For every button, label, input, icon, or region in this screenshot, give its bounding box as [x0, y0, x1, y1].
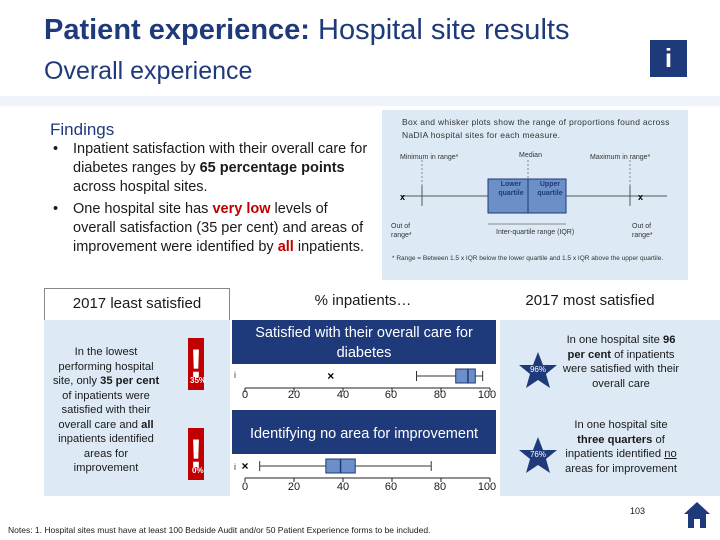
finding-item-1: • Inpatient satisfaction with their over… [53, 141, 368, 195]
bullet: • [53, 141, 59, 157]
iqr-box [455, 368, 476, 384]
page-number: 103 [630, 506, 646, 516]
tick-label: 80 [433, 389, 447, 401]
tick-label: 40 [336, 389, 350, 401]
warning-icon: ! [188, 428, 204, 480]
warning-pct-2: 0% [192, 466, 204, 475]
min-label: Minimum in range* [400, 154, 459, 161]
measure-header: % inpatients… [314, 292, 412, 309]
star-pct-1: 96% [529, 365, 546, 374]
star-pct-2: 76% [529, 450, 546, 459]
range-footnote: * Range = Between 1.5 x IQR below the lo… [392, 255, 664, 262]
svg-text:x: x [400, 192, 405, 202]
page-title: Patient experience: Hospital site result… [44, 14, 570, 46]
findings-heading: Findings [50, 120, 115, 139]
iqr-label: Inter-quartile range (IQR) [496, 229, 575, 236]
boxplot-satisfied-overall-care: × [244, 368, 491, 392]
median-label: Median [519, 152, 542, 159]
boxplot-no-improvement: × [241, 458, 491, 482]
tick-label: 20 [287, 481, 301, 493]
page-subtitle: Overall experience [44, 57, 253, 85]
outlier-marker: × [327, 369, 334, 383]
tick-label: 20 [287, 389, 301, 401]
tick-label: 0 [241, 481, 249, 493]
home-icon[interactable] [683, 500, 711, 530]
most-satisfied-header: 2017 most satisfied [525, 292, 655, 309]
measure-band-2 [232, 410, 496, 454]
star-icon: 76% [518, 435, 558, 475]
lower-quartile-label: Lower quartile [498, 181, 524, 197]
tick-label: 80 [433, 481, 447, 493]
most-satisfied-text-2: In one hospital site three quarters of i… [565, 419, 677, 475]
most-satisfied-panel [500, 320, 720, 496]
most-satisfied-text-1: In one hospital site 96 per cent of inpa… [562, 334, 680, 390]
star-icon: 96% [518, 350, 558, 390]
measure-title-2: Identifying no area for improvement [249, 426, 479, 442]
least-satisfied-text: In the lowest performing hospital site, … [52, 346, 160, 474]
out-of-range-right: Out of range* [632, 223, 653, 239]
footnote-marker: i [234, 370, 236, 380]
out-of-range-left: Out of range* [391, 223, 412, 239]
info-icon[interactable]: i [650, 40, 687, 77]
bullet: • [53, 201, 59, 217]
tick-label: 40 [336, 481, 350, 493]
tick-label: 0 [241, 389, 249, 401]
svg-text:x: x [638, 192, 643, 202]
tick-label: 100 [477, 481, 497, 493]
header-divider [0, 96, 720, 106]
measure-title-1: Satisfied with their overall care for di… [255, 325, 473, 361]
least-satisfied-header: 2017 least satisfied [44, 288, 230, 321]
footnotes: Notes: 1. Hospital sites must have at le… [8, 525, 431, 535]
tick-label: 60 [384, 389, 398, 401]
max-label: Maximum in range* [590, 154, 651, 161]
measure-band-1 [232, 320, 496, 364]
upper-quartile-label: Upper quartile [537, 181, 563, 197]
finding-item-2: • One hospital site has very low levels … [53, 201, 364, 255]
explainer-text: Box and whisker plots show the range of … [402, 117, 670, 140]
footnote-marker: i [234, 462, 236, 472]
boxplot-legend-diagram: x x [400, 160, 667, 225]
warning-pct-1: 35% [190, 376, 207, 385]
tick-label: 100 [477, 389, 497, 401]
warning-icon: ! [188, 338, 204, 390]
outlier-marker: × [241, 459, 248, 473]
tick-label: 60 [384, 481, 398, 493]
